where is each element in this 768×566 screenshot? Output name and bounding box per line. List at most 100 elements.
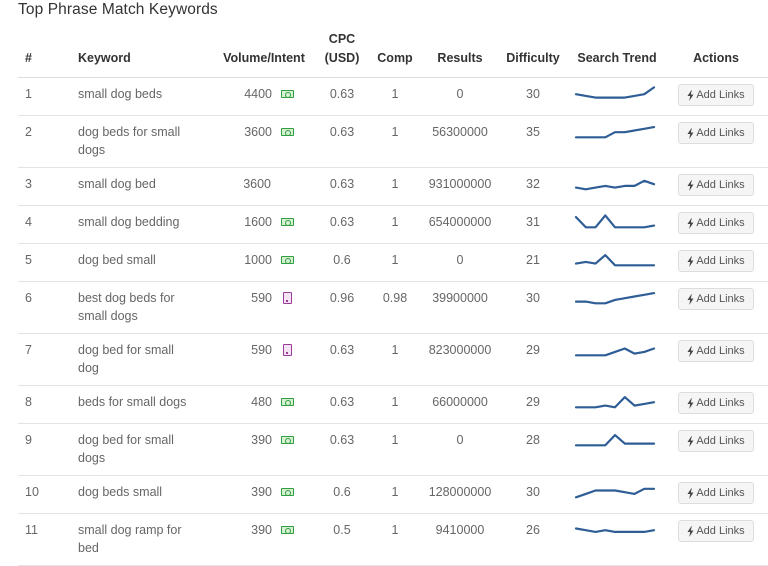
intent-slot xyxy=(272,488,302,496)
keyword-link[interactable]: beds for small dogs xyxy=(78,395,187,409)
table-row: 11 small dog ramp for bed 390 0.5 1 9410… xyxy=(18,513,768,566)
results-cell: 654000000 xyxy=(424,205,496,244)
difficulty-cell: 30 xyxy=(496,475,570,514)
keyword-link[interactable]: small dog bedding xyxy=(78,215,180,229)
commercial-intent-icon xyxy=(280,436,294,444)
row-number: 7 xyxy=(18,333,74,386)
volume-intent-cell: 390 xyxy=(210,423,318,476)
comp-cell: 1 xyxy=(366,167,424,206)
volume-intent-cell: 480 xyxy=(210,385,318,424)
row-number: 5 xyxy=(18,243,74,282)
keyword-cell: small dog ramp for bed xyxy=(74,513,210,566)
volume-intent-cell: 390 xyxy=(210,475,318,514)
comp-cell: 1 xyxy=(366,513,424,566)
commercial-intent-icon xyxy=(280,488,294,496)
row-number: 3 xyxy=(18,167,74,206)
row-number: 6 xyxy=(18,281,74,334)
cpc-cell: 0.5 xyxy=(318,513,366,566)
volume-value: 480 xyxy=(251,395,272,409)
keyword-link[interactable]: dog beds for small dogs xyxy=(78,125,181,157)
results-cell: 0 xyxy=(424,243,496,282)
cpc-cell: 0.63 xyxy=(318,205,366,244)
keyword-cell: small dog bedding xyxy=(74,205,210,244)
results-cell: 66000000 xyxy=(424,385,496,424)
search-trend-cell xyxy=(570,385,664,424)
add-links-label: Add Links xyxy=(696,179,745,191)
actions-cell: Add Links xyxy=(664,77,768,116)
add-links-button[interactable]: Add Links xyxy=(678,482,754,504)
add-links-button[interactable]: Add Links xyxy=(678,122,754,144)
table-row: 1 small dog beds 4400 0.63 1 0 30 Add Li… xyxy=(18,77,768,116)
comp-cell: 1 xyxy=(366,475,424,514)
actions-cell: Add Links xyxy=(664,281,768,334)
trend-sparkline xyxy=(574,527,656,533)
bolt-icon xyxy=(687,435,694,447)
table-row: 5 dog bed small 1000 0.6 1 0 21 Add Link… xyxy=(18,243,768,282)
keyword-link[interactable]: small dog bed xyxy=(78,177,156,191)
keyword-link[interactable]: dog bed for small dogs xyxy=(78,433,174,465)
volume-value: 1000 xyxy=(244,253,272,267)
add-links-button[interactable]: Add Links xyxy=(678,250,754,272)
search-trend-cell xyxy=(570,115,664,168)
volume-intent-cell: 590 xyxy=(210,333,318,386)
results-cell: 9410000 xyxy=(424,513,496,566)
volume-intent-cell: 1600 xyxy=(210,205,318,244)
intent-slot xyxy=(272,256,302,264)
actions-cell: Add Links xyxy=(664,115,768,168)
keyword-cell: best dog beds for small dogs xyxy=(74,281,210,334)
trend-sparkline xyxy=(574,86,656,99)
col-header-results[interactable]: Results xyxy=(424,30,496,78)
trend-sparkline xyxy=(574,395,656,409)
col-header-comp[interactable]: Comp xyxy=(366,30,424,78)
add-links-button[interactable]: Add Links xyxy=(678,392,754,414)
row-number: 10 xyxy=(18,475,74,514)
add-links-button[interactable]: Add Links xyxy=(678,520,754,542)
actions-cell: Add Links xyxy=(664,475,768,514)
keyword-link[interactable]: small dog beds xyxy=(78,87,163,101)
cpc-label: CPC xyxy=(328,32,356,46)
actions-cell: Add Links xyxy=(664,423,768,476)
cpc-cell: 0.96 xyxy=(318,281,366,334)
col-header-volume-intent[interactable]: Volume/Intent xyxy=(210,30,318,78)
add-links-label: Add Links xyxy=(696,397,745,409)
bolt-icon xyxy=(687,487,694,499)
col-header-number[interactable]: # xyxy=(18,30,74,78)
actions-cell: Add Links xyxy=(664,333,768,386)
add-links-label: Add Links xyxy=(696,293,745,305)
table-row: 8 beds for small dogs 480 0.63 1 6600000… xyxy=(18,385,768,424)
cpc-cell: 0.63 xyxy=(318,115,366,168)
add-links-button[interactable]: Add Links xyxy=(678,340,754,362)
volume-intent-cell: 1000 xyxy=(210,243,318,282)
add-links-label: Add Links xyxy=(696,127,745,139)
comp-cell: 1 xyxy=(366,77,424,116)
table-row: 9 dog bed for small dogs 390 0.63 1 0 28… xyxy=(18,423,768,476)
volume-value: 390 xyxy=(251,433,272,447)
add-links-button[interactable]: Add Links xyxy=(678,212,754,234)
volume-value: 390 xyxy=(251,523,272,537)
keyword-link[interactable]: dog bed small xyxy=(78,253,156,267)
volume-value: 3600 xyxy=(243,177,271,191)
row-number: 11 xyxy=(18,513,74,566)
keyword-link[interactable]: best dog beds for small dogs xyxy=(78,291,175,323)
volume-value: 4400 xyxy=(244,87,272,101)
intent-slot xyxy=(272,344,302,356)
keyword-link[interactable]: dog bed for small dog xyxy=(78,343,174,375)
add-links-button[interactable]: Add Links xyxy=(678,84,754,106)
search-trend-cell xyxy=(570,243,664,282)
keyword-link[interactable]: small dog ramp for bed xyxy=(78,523,182,555)
bolt-icon xyxy=(687,89,694,101)
add-links-button[interactable]: Add Links xyxy=(678,174,754,196)
trend-sparkline xyxy=(574,125,656,139)
add-links-label: Add Links xyxy=(696,487,745,499)
volume-intent-cell: 390 xyxy=(210,513,318,566)
keyword-link[interactable]: dog beds small xyxy=(78,485,163,499)
table-row: 2 dog beds for small dogs 3600 0.63 1 56… xyxy=(18,115,768,168)
col-header-keyword[interactable]: Keyword xyxy=(74,30,210,78)
volume-intent-cell: 3600 xyxy=(210,115,318,168)
table-header: # Keyword Volume/Intent CPC (USD) Comp Re… xyxy=(18,30,768,78)
col-header-cpc[interactable]: CPC (USD) xyxy=(318,30,366,78)
add-links-button[interactable]: Add Links xyxy=(678,430,754,452)
add-links-button[interactable]: Add Links xyxy=(678,288,754,310)
col-header-difficulty[interactable]: Difficulty xyxy=(496,30,570,78)
search-trend-cell xyxy=(570,513,664,566)
